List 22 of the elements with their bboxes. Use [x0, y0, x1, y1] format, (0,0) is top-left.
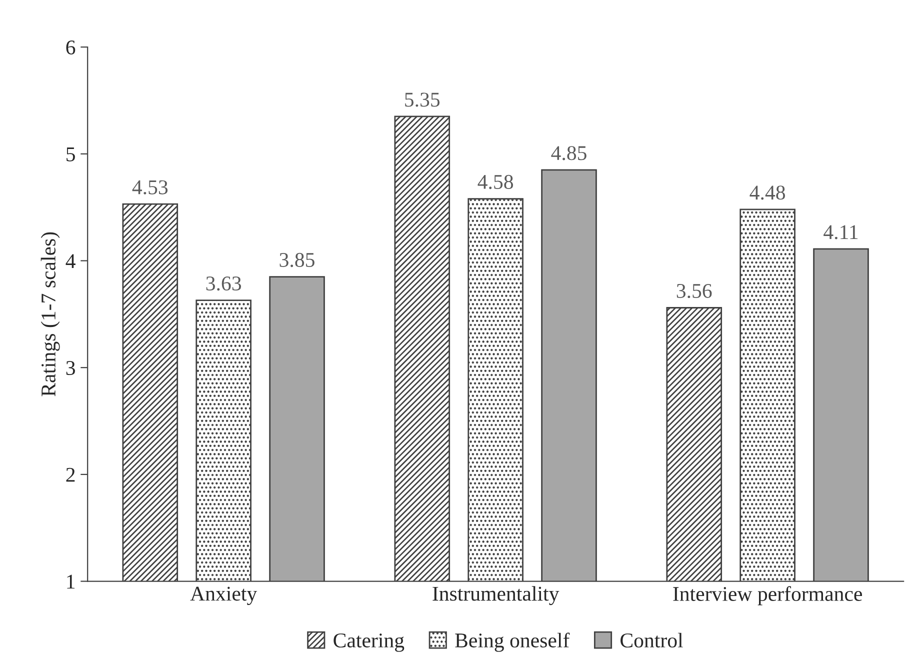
data-label: 4.53 [132, 180, 168, 194]
y-tick-label: 4 [66, 254, 76, 268]
y-tick-label: 5 [66, 147, 75, 162]
data-label: 3.63 [206, 276, 241, 291]
x-tick-label: Instrumentality [432, 586, 560, 606]
data-label: 3.56 [676, 284, 712, 298]
data-label: 4.85 [551, 146, 586, 160]
y-tick-label: 3 [66, 361, 75, 376]
data-label: 4.58 [478, 174, 514, 190]
data-label: 5.35 [405, 92, 440, 107]
x-tick-label: Interview performance [673, 586, 862, 606]
legend-label: Control [620, 632, 683, 648]
data-label: 3.85 [280, 252, 314, 268]
y-tick-label: 2 [66, 468, 75, 482]
x-tick-label: Anxiety [190, 586, 258, 606]
data-label: 4.11 [824, 225, 858, 240]
data-label: 4.48 [750, 186, 785, 200]
y-axis-title: Ratings (1-7 scales) [40, 232, 60, 396]
y-tick-label: 6 [66, 40, 76, 54]
legend-label: Being oneself [455, 632, 570, 652]
y-tick-label: 1 [67, 574, 75, 589]
legend-label: Catering [334, 633, 404, 652]
